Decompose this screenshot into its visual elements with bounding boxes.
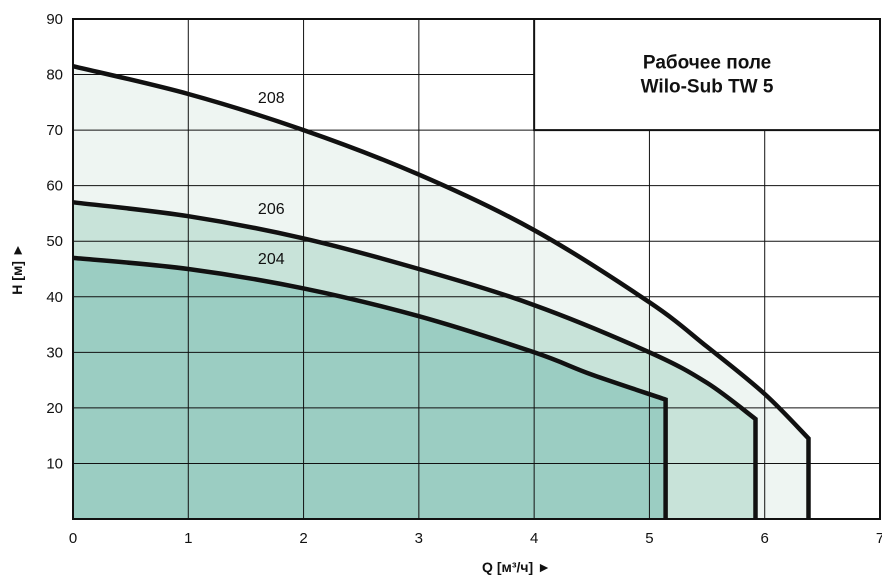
series-label-206: 206 xyxy=(258,201,285,218)
x-tick-2: 2 xyxy=(299,530,307,547)
y-tick-90: 90 xyxy=(46,11,63,28)
x-axis-label: Q [м³/ч] ► xyxy=(482,559,551,575)
x-tick-0: 0 xyxy=(69,530,77,547)
area-fill-204 xyxy=(73,257,666,519)
y-tick-20: 20 xyxy=(46,400,63,417)
x-tick-5: 5 xyxy=(645,530,653,547)
y-axis-label: H [м] ► xyxy=(9,243,25,294)
series-labels: 208 206 204 xyxy=(258,90,285,268)
curve-206 xyxy=(72,200,758,519)
y-tick-80: 80 xyxy=(46,67,63,84)
y-tick-60: 60 xyxy=(46,178,63,195)
title-box-frame xyxy=(533,18,882,132)
y-tick-10: 10 xyxy=(46,455,63,472)
title-box: Рабочее поле Wilo-Sub TW 5 xyxy=(533,18,882,132)
x-tick-3: 3 xyxy=(415,530,423,547)
plot-frame xyxy=(72,18,881,520)
x-tick-6: 6 xyxy=(761,530,769,547)
series-label-204: 204 xyxy=(258,251,285,268)
series-label-208: 208 xyxy=(258,90,285,107)
y-tick-30: 30 xyxy=(46,344,63,361)
curve-208 xyxy=(72,64,811,519)
x-tick-7: 7 xyxy=(876,530,882,547)
x-tick-4: 4 xyxy=(530,530,538,547)
y-tick-40: 40 xyxy=(46,289,63,306)
chart-title-line-1: Рабочее поле xyxy=(643,53,771,74)
y-tick-70: 70 xyxy=(46,122,63,139)
chart-title-line-2: Wilo-Sub TW 5 xyxy=(641,77,774,98)
y-tick-50: 50 xyxy=(46,233,63,250)
series-curves xyxy=(72,64,811,519)
x-tick-1: 1 xyxy=(184,530,192,547)
curve-204 xyxy=(72,255,668,519)
tick-labels: 0 1 2 3 4 5 6 7 10 20 30 40 50 60 70 80 90 xyxy=(46,11,882,547)
series-fills xyxy=(73,66,809,520)
grid xyxy=(73,19,880,519)
